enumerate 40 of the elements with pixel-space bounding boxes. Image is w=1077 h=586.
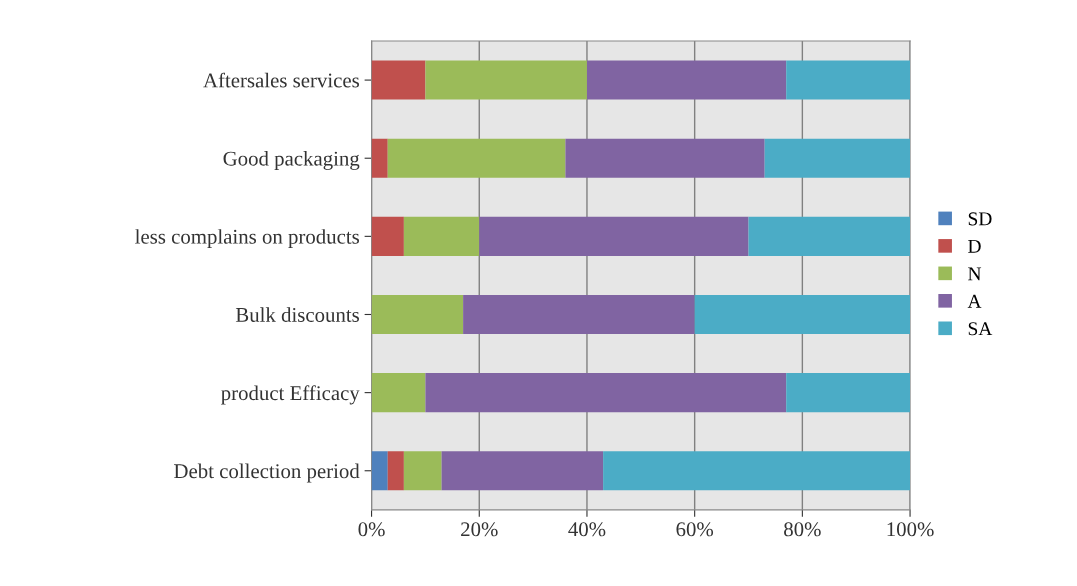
bar xyxy=(403,216,480,256)
legend-label: SA xyxy=(968,322,993,336)
y-tick-label: less complains on products xyxy=(135,229,359,249)
bar xyxy=(586,60,787,100)
bar xyxy=(748,216,911,256)
bar xyxy=(479,216,749,256)
bar xyxy=(764,138,911,178)
bar xyxy=(463,294,695,335)
bar xyxy=(786,60,911,100)
bar xyxy=(371,216,404,256)
legend-label: N xyxy=(968,267,982,281)
bar xyxy=(387,451,404,491)
x-tick-label: 100% xyxy=(887,522,934,537)
bar xyxy=(565,138,765,178)
bar xyxy=(425,60,587,100)
y-tick-label: Aftersales services xyxy=(203,72,359,88)
bar xyxy=(425,373,787,413)
bar xyxy=(403,451,442,491)
bar xyxy=(371,60,426,100)
bar xyxy=(603,451,911,491)
x-tick-label: 40% xyxy=(568,522,606,537)
bar xyxy=(371,451,388,491)
legend-label: D xyxy=(968,239,981,253)
x-tick-label: 60% xyxy=(676,522,714,537)
bar xyxy=(371,373,426,413)
y-tick-label: Debt collection period xyxy=(174,463,360,483)
x-tick-label: 20% xyxy=(461,522,498,537)
bar xyxy=(387,138,566,178)
bar xyxy=(441,451,604,491)
bar xyxy=(371,294,464,335)
bar xyxy=(786,373,911,413)
y-tick-label: product Efficacy xyxy=(221,385,360,405)
y-tick-label: Bulk discounts xyxy=(235,307,359,322)
legend-label: A xyxy=(967,294,982,308)
x-tick-label: 80% xyxy=(784,522,821,537)
y-tick-label: Good packaging xyxy=(223,150,360,170)
bar xyxy=(371,138,388,178)
legend-label: SD xyxy=(968,212,992,226)
x-tick-label: 0% xyxy=(358,522,385,537)
bar xyxy=(694,294,911,335)
